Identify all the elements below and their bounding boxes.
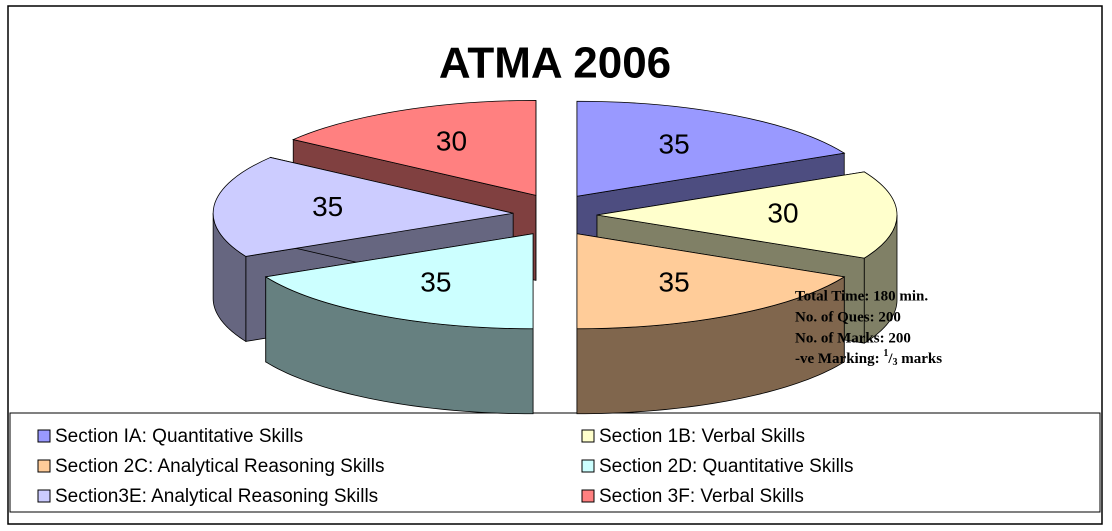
chart-title: ATMA 2006 — [439, 39, 671, 88]
slice-top — [291, 99, 537, 196]
legend-label: Section 3F: Verbal Skills — [599, 486, 804, 507]
legend-label: Section 1B: Verbal Skills — [599, 426, 805, 447]
annotation: No. of Ques: 200 — [795, 309, 901, 325]
slice-top — [596, 171, 898, 259]
data-label: 35 — [659, 266, 690, 297]
legend-swatch — [37, 459, 51, 473]
legend-swatch — [37, 489, 51, 503]
slice — [576, 233, 846, 415]
data-label: 35 — [312, 191, 343, 222]
slice-top — [576, 100, 846, 197]
legend-box — [9, 412, 1101, 513]
data-label: 35 — [420, 266, 451, 297]
legend-label: Section3E: Analytical Reasoning Skills — [55, 486, 378, 507]
annotation-part: 3 — [893, 357, 898, 368]
annotation: Total Time: 180 min. — [795, 288, 928, 304]
data-label: 35 — [659, 128, 690, 159]
annotation-part: 1 — [883, 348, 888, 359]
annotation-part: -ve Marking: — [795, 351, 883, 367]
legend-label: Section IA: Quantitative Skills — [55, 426, 303, 447]
slice-top — [212, 157, 514, 257]
slice — [264, 233, 534, 415]
legend-swatch — [37, 429, 51, 443]
slice-top — [576, 233, 846, 330]
slice-top — [264, 233, 534, 330]
legend-swatch — [581, 459, 595, 473]
legend-label: Section 2D: Quantitative Skills — [599, 456, 854, 477]
legend-swatch — [581, 489, 595, 503]
annotation-part: / — [887, 351, 893, 367]
annotation: No. of Marks: 200 — [795, 330, 911, 346]
annotation: -ve Marking: 1/3 marks — [795, 348, 942, 368]
legend-swatch — [581, 429, 595, 443]
data-label: 30 — [436, 125, 467, 156]
data-label: 30 — [767, 197, 798, 228]
legend-label: Section 2C: Analytical Reasoning Skills — [55, 456, 385, 477]
annotation-part: marks — [898, 351, 943, 367]
